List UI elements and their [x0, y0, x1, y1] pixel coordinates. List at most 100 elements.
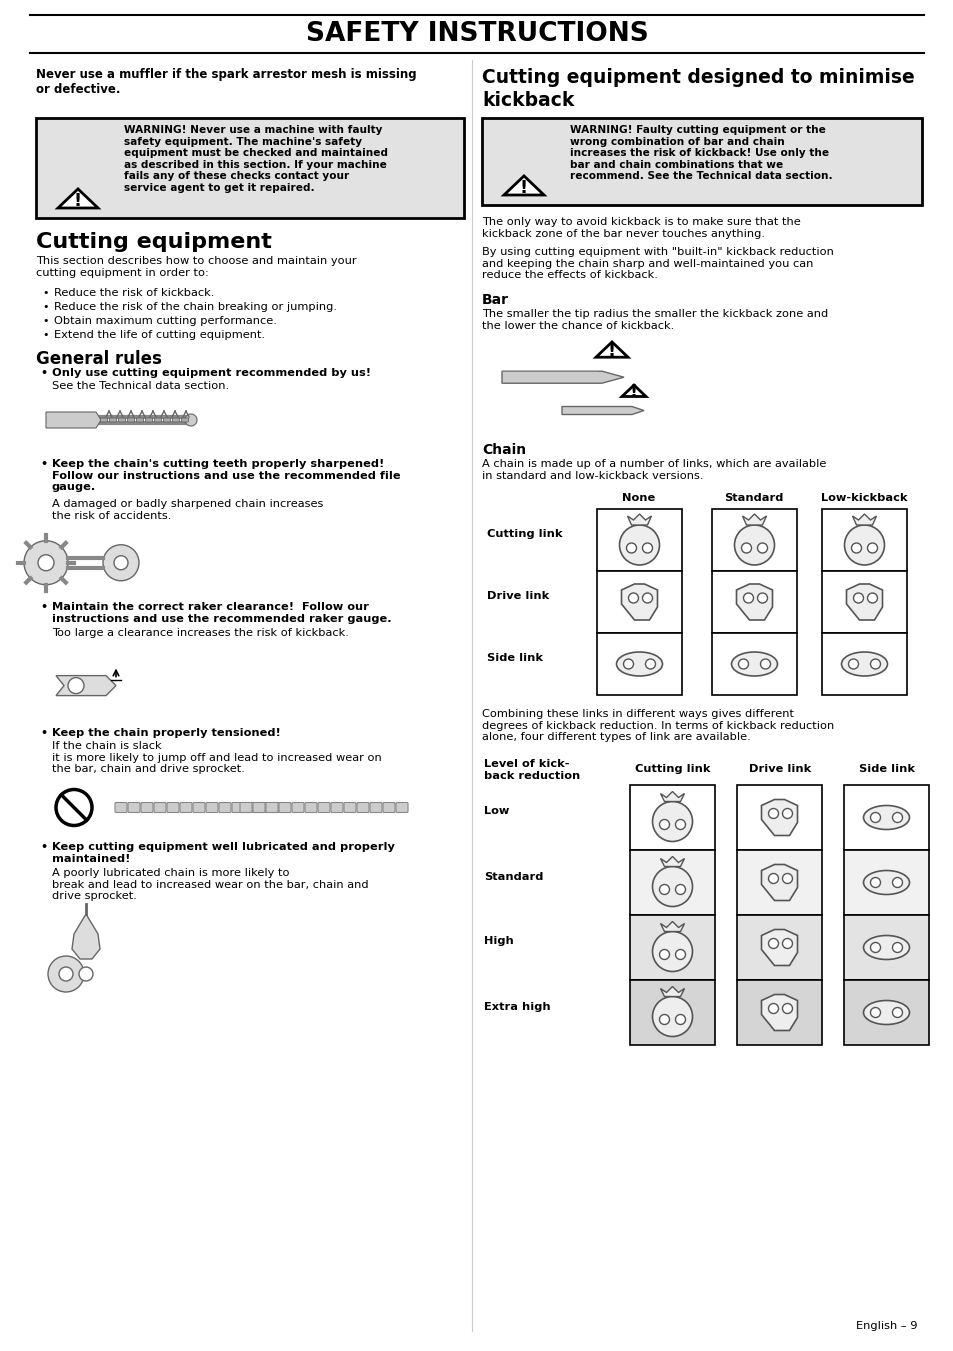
FancyBboxPatch shape [821, 634, 906, 694]
FancyBboxPatch shape [167, 802, 179, 812]
Text: •: • [42, 316, 49, 326]
Circle shape [185, 413, 196, 426]
Text: Keep the chain properly tensioned!: Keep the chain properly tensioned! [52, 728, 280, 738]
Text: •: • [40, 459, 47, 469]
Circle shape [757, 543, 767, 553]
Circle shape [738, 659, 748, 669]
Circle shape [781, 874, 792, 884]
Polygon shape [503, 176, 543, 195]
Text: Maintain the correct raker clearance!  Follow our
instructions and use the recom: Maintain the correct raker clearance! Fo… [52, 603, 392, 624]
Circle shape [768, 1004, 778, 1013]
Ellipse shape [862, 1001, 908, 1024]
Circle shape [24, 540, 68, 585]
Circle shape [869, 812, 880, 823]
Circle shape [734, 526, 774, 565]
Text: •: • [40, 728, 47, 738]
Circle shape [38, 555, 54, 570]
Text: •: • [40, 367, 47, 378]
Circle shape [79, 967, 92, 981]
Text: If the chain is slack
it is more likely to jump off and lead to increased wear o: If the chain is slack it is more likely … [52, 740, 381, 774]
FancyBboxPatch shape [821, 571, 906, 634]
Text: Cutting link: Cutting link [486, 530, 562, 539]
Polygon shape [760, 865, 797, 901]
FancyBboxPatch shape [141, 802, 152, 812]
Text: Low: Low [483, 807, 509, 816]
Circle shape [843, 526, 883, 565]
Text: •: • [42, 288, 49, 299]
Circle shape [652, 866, 692, 907]
Ellipse shape [862, 870, 908, 894]
Text: !: ! [519, 178, 528, 197]
FancyBboxPatch shape [737, 850, 821, 915]
Circle shape [892, 943, 902, 952]
FancyBboxPatch shape [128, 417, 134, 422]
Polygon shape [58, 189, 98, 208]
Circle shape [659, 885, 669, 894]
Ellipse shape [616, 653, 661, 676]
Polygon shape [71, 915, 100, 959]
Text: Keep the chain's cutting teeth properly sharpened!
Follow our instructions and u: Keep the chain's cutting teeth properly … [52, 459, 400, 492]
Text: !: ! [74, 192, 82, 209]
FancyBboxPatch shape [180, 802, 192, 812]
FancyBboxPatch shape [240, 802, 252, 812]
Text: SAFETY INSTRUCTIONS: SAFETY INSTRUCTIONS [305, 22, 648, 47]
Text: The smaller the tip radius the smaller the kickback zone and
the lower the chanc: The smaller the tip radius the smaller t… [481, 309, 827, 331]
Text: Never use a muffler if the spark arrestor mesh is missing
or defective.: Never use a muffler if the spark arresto… [36, 68, 416, 96]
Polygon shape [627, 513, 651, 526]
FancyBboxPatch shape [206, 802, 218, 812]
Text: •: • [40, 603, 47, 612]
FancyBboxPatch shape [370, 802, 381, 812]
FancyBboxPatch shape [172, 417, 179, 422]
Text: Reduce the risk of kickback.: Reduce the risk of kickback. [54, 288, 214, 299]
FancyBboxPatch shape [344, 802, 355, 812]
FancyBboxPatch shape [597, 571, 681, 634]
Polygon shape [621, 385, 645, 396]
Polygon shape [596, 342, 627, 357]
Text: Drive link: Drive link [486, 590, 549, 601]
Circle shape [781, 808, 792, 819]
Text: By using cutting equipment with "built-in" kickback reduction
and keeping the ch: By using cutting equipment with "built-i… [481, 247, 833, 280]
Circle shape [869, 943, 880, 952]
Text: Too large a clearance increases the risk of kickback.: Too large a clearance increases the risk… [52, 628, 349, 638]
Polygon shape [760, 994, 797, 1031]
FancyBboxPatch shape [193, 802, 205, 812]
Text: Drive link: Drive link [748, 765, 810, 774]
Circle shape [742, 593, 753, 603]
Text: Bar: Bar [481, 293, 509, 307]
FancyBboxPatch shape [146, 417, 152, 422]
Circle shape [618, 526, 659, 565]
FancyBboxPatch shape [219, 802, 231, 812]
Text: See the Technical data section.: See the Technical data section. [52, 381, 229, 390]
Text: Low-kickback: Low-kickback [820, 493, 906, 503]
Circle shape [113, 555, 128, 570]
Text: Combining these links in different ways gives different
degrees of kickback redu: Combining these links in different ways … [481, 709, 833, 742]
Text: English – 9: English – 9 [856, 1321, 917, 1331]
Circle shape [659, 1015, 669, 1024]
FancyBboxPatch shape [737, 785, 821, 850]
Text: General rules: General rules [36, 350, 162, 367]
Polygon shape [760, 929, 797, 966]
Polygon shape [845, 584, 882, 620]
Circle shape [48, 957, 84, 992]
Circle shape [641, 593, 652, 603]
FancyBboxPatch shape [154, 417, 161, 422]
Text: Side link: Side link [486, 653, 542, 663]
Polygon shape [56, 676, 116, 696]
FancyBboxPatch shape [253, 802, 265, 812]
FancyBboxPatch shape [153, 802, 166, 812]
Circle shape [781, 1004, 792, 1013]
Polygon shape [659, 857, 684, 866]
Polygon shape [760, 800, 797, 835]
Polygon shape [46, 412, 101, 428]
Ellipse shape [841, 653, 886, 676]
FancyBboxPatch shape [36, 118, 463, 218]
Circle shape [675, 950, 685, 959]
Polygon shape [561, 407, 643, 415]
Circle shape [768, 808, 778, 819]
Circle shape [892, 1008, 902, 1017]
Circle shape [652, 931, 692, 971]
Text: High: High [483, 936, 514, 947]
Circle shape [652, 801, 692, 842]
Circle shape [757, 593, 767, 603]
Text: •: • [40, 842, 47, 852]
